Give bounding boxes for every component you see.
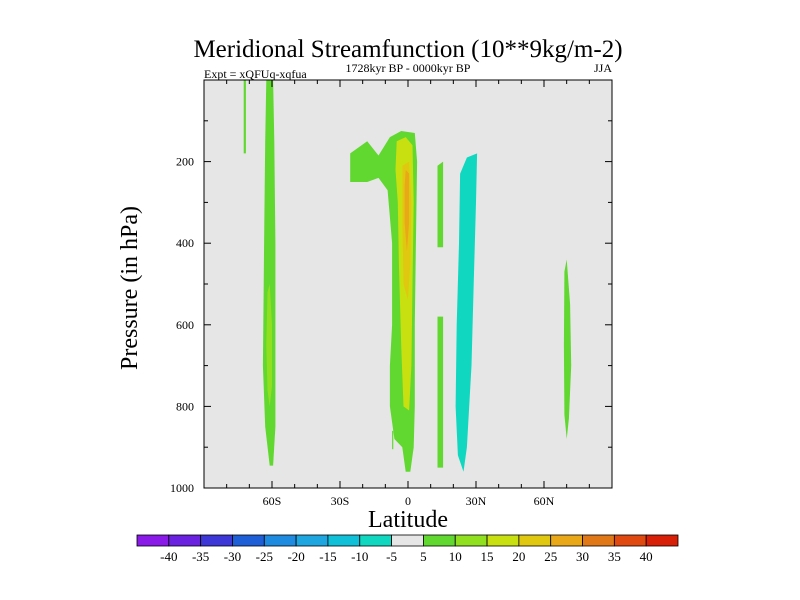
x-axis-label: Latitude: [368, 507, 448, 533]
x-tick-label: 30N: [466, 494, 487, 508]
colorbar-label: -35: [192, 549, 209, 564]
subtitle-right: JJA: [594, 61, 612, 75]
colorbar-label: -40: [160, 549, 177, 564]
contour-sh-60s-core: [266, 284, 272, 407]
contour-nh-23n-negative: [455, 153, 478, 472]
colorbar-swatch: [486, 534, 520, 547]
colorbar-label: 20: [512, 549, 525, 564]
colorbar-swatch: [359, 534, 392, 547]
colorbar: -40 -35 -30 -25 -20 -15 -10 -5 5 10 15 20 25 30 35 40: [136, 534, 679, 564]
colorbar-swatch: [454, 534, 488, 547]
colorbar-label: 15: [481, 549, 494, 564]
colorbar-swatch: [391, 534, 424, 547]
contour-eq-small-left: [392, 430, 394, 450]
colorbar-swatch: [200, 534, 233, 547]
colorbar-swatch: [423, 534, 456, 547]
y-tick-label: 1000: [170, 481, 194, 495]
contour-sh-highlat-thin: [243, 80, 246, 154]
colorbar-label: 5: [420, 549, 427, 564]
chart-title: Meridional Streamfunction (10**9kg/m-2): [193, 36, 622, 63]
y-tick-label: 800: [176, 399, 194, 413]
y-axis: 200 400 600 800 1000: [170, 120, 612, 495]
x-tick-label: 60N: [534, 494, 555, 508]
colorbar-swatch: [232, 534, 265, 547]
colorbar-swatch: [518, 534, 552, 547]
x-tick-label: 60S: [263, 494, 282, 508]
colorbar-swatch: [582, 534, 615, 547]
contour-nh-15n-lower: [437, 316, 444, 468]
colorbar-swatch: [645, 534, 679, 547]
y-tick-label: 200: [176, 155, 194, 169]
colorbar-label: 30: [576, 549, 589, 564]
colorbar-swatch: [550, 534, 583, 547]
y-axis-label: Pressure (in hPa): [117, 206, 143, 370]
colorbar-label: 25: [544, 549, 557, 564]
colorbar-label: 35: [608, 549, 621, 564]
colorbar-label: 10: [449, 549, 462, 564]
colorbar-swatch: [613, 534, 647, 547]
x-tick-label: 30S: [331, 494, 350, 508]
colorbar-swatch: [168, 534, 202, 547]
contour-regions: [243, 80, 572, 472]
subtitle-left: Expt = xQFUq-xqfua: [204, 67, 307, 81]
colorbar-label: -20: [287, 549, 304, 564]
x-tick-label: 0: [405, 494, 411, 508]
colorbar-swatch: [136, 534, 170, 547]
colorbar-label: 40: [640, 549, 653, 564]
contour-nh-70n: [563, 259, 572, 439]
y-tick-label: 400: [176, 236, 194, 250]
subtitle-center: 1728kyr BP - 0000kyr BP: [346, 61, 471, 75]
colorbar-label: -25: [256, 549, 273, 564]
colorbar-label: -10: [351, 549, 368, 564]
contour-eq-max: [404, 169, 410, 252]
colorbar-label: -15: [319, 549, 336, 564]
x-axis: 60S 30S 0 30N 60N: [226, 80, 590, 508]
colorbar-swatch: [295, 534, 329, 547]
contour-nh-15n-upper: [437, 161, 444, 248]
colorbar-label: -5: [386, 549, 397, 564]
colorbar-label: -30: [224, 549, 241, 564]
contour-sh-60s-outer: [262, 80, 276, 466]
colorbar-swatch: [263, 534, 297, 547]
colorbar-swatch: [327, 534, 361, 547]
y-tick-label: 600: [176, 318, 194, 332]
